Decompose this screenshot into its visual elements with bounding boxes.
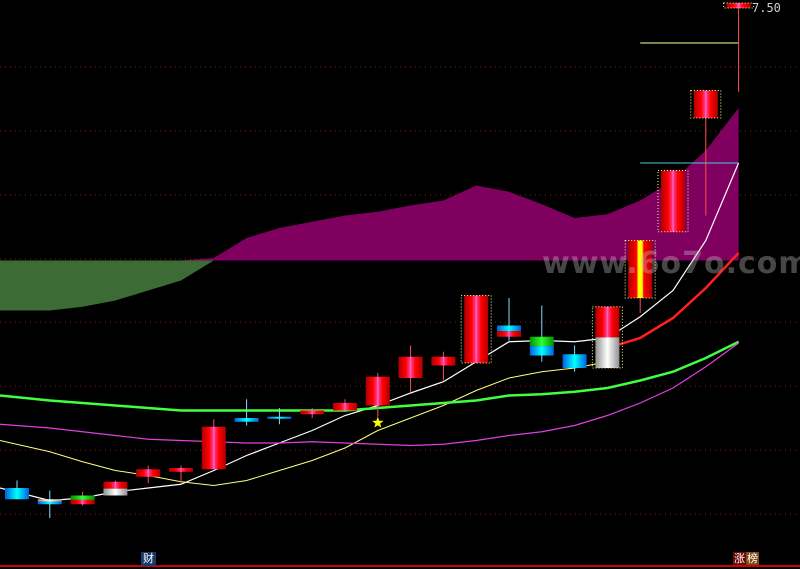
candle-body-bottom <box>70 499 95 505</box>
candle-body <box>661 170 685 232</box>
watermark: www.6o7o.com <box>542 246 800 281</box>
candle-body <box>726 3 751 8</box>
candle-body <box>464 295 489 363</box>
ma-line-magenta <box>0 342 739 447</box>
candle-highlight-frame <box>723 2 755 9</box>
candle-body-top <box>529 336 554 347</box>
candle-body <box>169 468 193 472</box>
candle-body <box>300 410 325 415</box>
candle-body <box>398 356 423 378</box>
candle-body-top <box>70 495 95 500</box>
star-icon <box>372 416 384 428</box>
last-price-label: 7.50 <box>752 1 781 15</box>
candle-body <box>267 416 292 419</box>
candle-highlight-frame <box>591 306 623 369</box>
candle-body-bottom <box>595 337 620 368</box>
candle-body <box>333 403 357 411</box>
candle-body <box>562 354 587 368</box>
candle-body <box>201 426 226 470</box>
rank-char: 榜 <box>746 552 759 565</box>
candle-body-top <box>103 481 128 489</box>
candle-body-top <box>37 499 62 502</box>
candle-body <box>693 90 718 118</box>
candle-body <box>136 469 161 477</box>
rise-char: 涨 <box>733 552 746 565</box>
candle-body-top <box>497 325 521 332</box>
ma-line-red <box>607 252 740 350</box>
candle-highlight-frame <box>460 295 492 364</box>
rise-ranking-tag[interactable]: 涨榜 <box>731 552 761 566</box>
band-area-upper <box>0 108 739 261</box>
candle-body-bottom <box>37 501 62 505</box>
candle-body <box>431 356 456 366</box>
ma-line-yellow <box>0 361 608 487</box>
candle-body <box>234 418 259 422</box>
finance-tag[interactable]: 财 <box>141 552 156 566</box>
candle-body <box>365 376 390 406</box>
candle-body <box>5 488 29 500</box>
candle-body-top <box>595 306 620 338</box>
candle-body <box>628 240 653 298</box>
candle-body-bottom <box>497 331 521 337</box>
candle-highlight-frame <box>690 90 722 119</box>
candle-body-bottom <box>103 488 128 496</box>
candle-highlight-frame <box>624 240 656 299</box>
candle-highlight-frame <box>657 170 689 233</box>
band-area-lower <box>0 260 739 311</box>
candle-body-bottom <box>529 346 554 356</box>
